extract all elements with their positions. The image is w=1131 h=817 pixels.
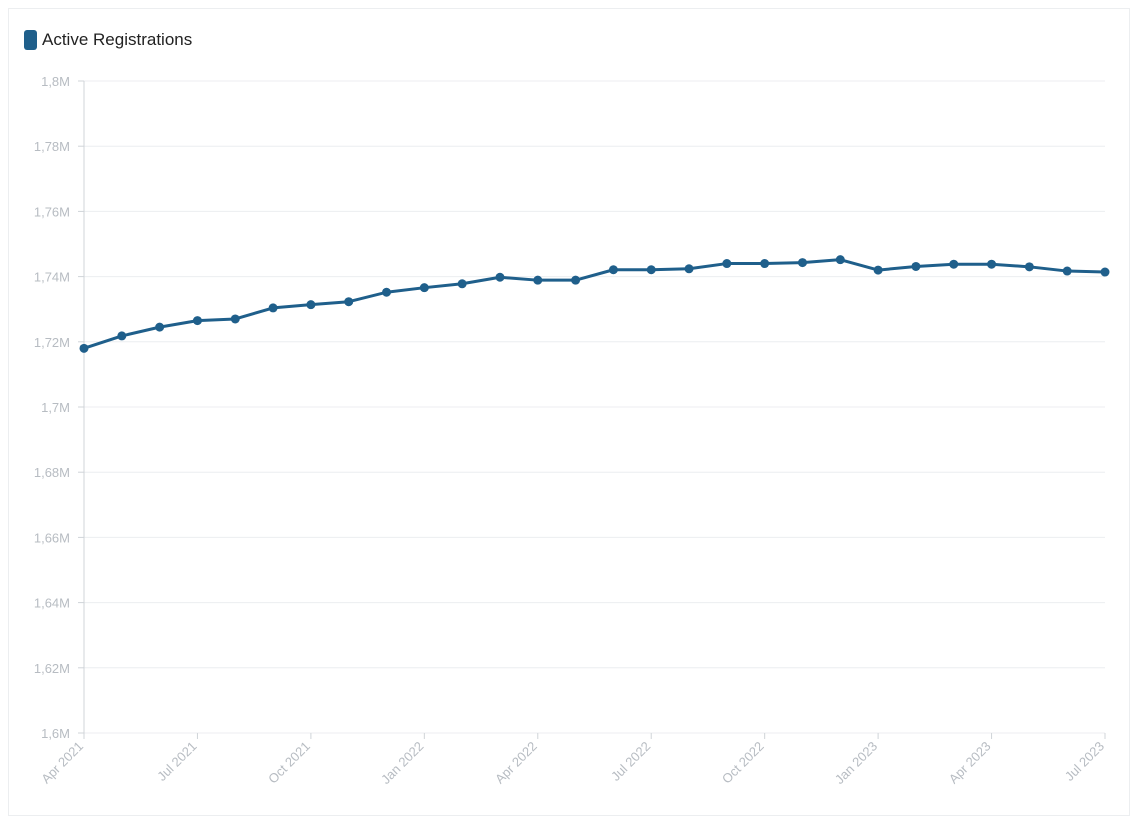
data-point[interactable] [987, 259, 997, 269]
data-point[interactable] [155, 322, 165, 332]
data-point[interactable] [1024, 262, 1034, 272]
x-axis-ticks: Apr 2021 Jul 2021 Oct 2021 Jan 2022 Apr 2022… [38, 739, 1107, 787]
grid-lines [78, 80, 1106, 739]
data-point[interactable] [344, 297, 354, 307]
y-tick-label: 1,66M [34, 530, 70, 545]
x-tick-label: Jan 2023 [832, 739, 880, 787]
x-tick-label: Jul 2021 [154, 739, 199, 784]
legend-label: Active Registrations [42, 30, 193, 49]
data-point[interactable] [608, 265, 618, 275]
chart-panel [8, 8, 1130, 816]
series-layer [79, 255, 1110, 353]
data-point[interactable] [230, 314, 240, 324]
data-point[interactable] [1100, 267, 1110, 277]
x-tick-label: Apr 2021 [38, 739, 86, 787]
data-point[interactable] [79, 343, 89, 353]
x-tick-label: Jul 2023 [1062, 739, 1107, 784]
data-point[interactable] [306, 300, 316, 310]
data-point[interactable] [192, 316, 202, 326]
x-tick-label: Jul 2022 [608, 739, 653, 784]
data-point[interactable] [760, 259, 770, 269]
x-tick-label: Apr 2023 [946, 739, 994, 787]
data-point[interactable] [797, 258, 807, 268]
y-tick-label: 1,76M [34, 204, 70, 219]
data-point[interactable] [117, 331, 127, 341]
y-tick-label: 1,74M [34, 270, 70, 285]
y-tick-label: 1,78M [34, 139, 70, 154]
series-line [82, 258, 1107, 350]
x-tick-label: Jan 2022 [378, 739, 426, 787]
y-tick-label: 1,6M [41, 726, 70, 741]
data-point[interactable] [382, 287, 392, 297]
y-tick-label: 1,72M [34, 335, 70, 350]
y-tick-label: 1,8M [41, 74, 70, 89]
y-axis-ticks: 1,6M 1,62M 1,64M 1,66M 1,68M 1,7M 1,72M 1,74M 1,… [34, 74, 70, 741]
data-point[interactable] [419, 283, 429, 293]
data-point[interactable] [835, 255, 845, 265]
data-point[interactable] [457, 279, 467, 289]
data-point[interactable] [949, 259, 959, 269]
y-tick-label: 1,68M [34, 465, 70, 480]
data-point[interactable] [268, 303, 278, 313]
data-point[interactable] [533, 275, 543, 285]
data-point[interactable] [1062, 266, 1072, 276]
x-tick-label: Apr 2022 [492, 739, 540, 787]
legend[interactable]: Active Registrations [24, 30, 192, 50]
x-tick-label: Oct 2022 [719, 739, 767, 787]
data-point[interactable] [873, 265, 883, 275]
data-point[interactable] [571, 275, 581, 285]
data-point[interactable] [684, 264, 694, 274]
data-point[interactable] [722, 259, 732, 269]
y-tick-label: 1,62M [34, 661, 70, 676]
y-tick-label: 1,64M [34, 596, 70, 611]
y-tick-label: 1,7M [41, 400, 70, 415]
x-tick-label: Oct 2021 [265, 739, 313, 787]
data-point[interactable] [495, 272, 505, 282]
data-point[interactable] [646, 265, 656, 275]
legend-swatch [24, 30, 37, 50]
data-point[interactable] [911, 261, 921, 271]
